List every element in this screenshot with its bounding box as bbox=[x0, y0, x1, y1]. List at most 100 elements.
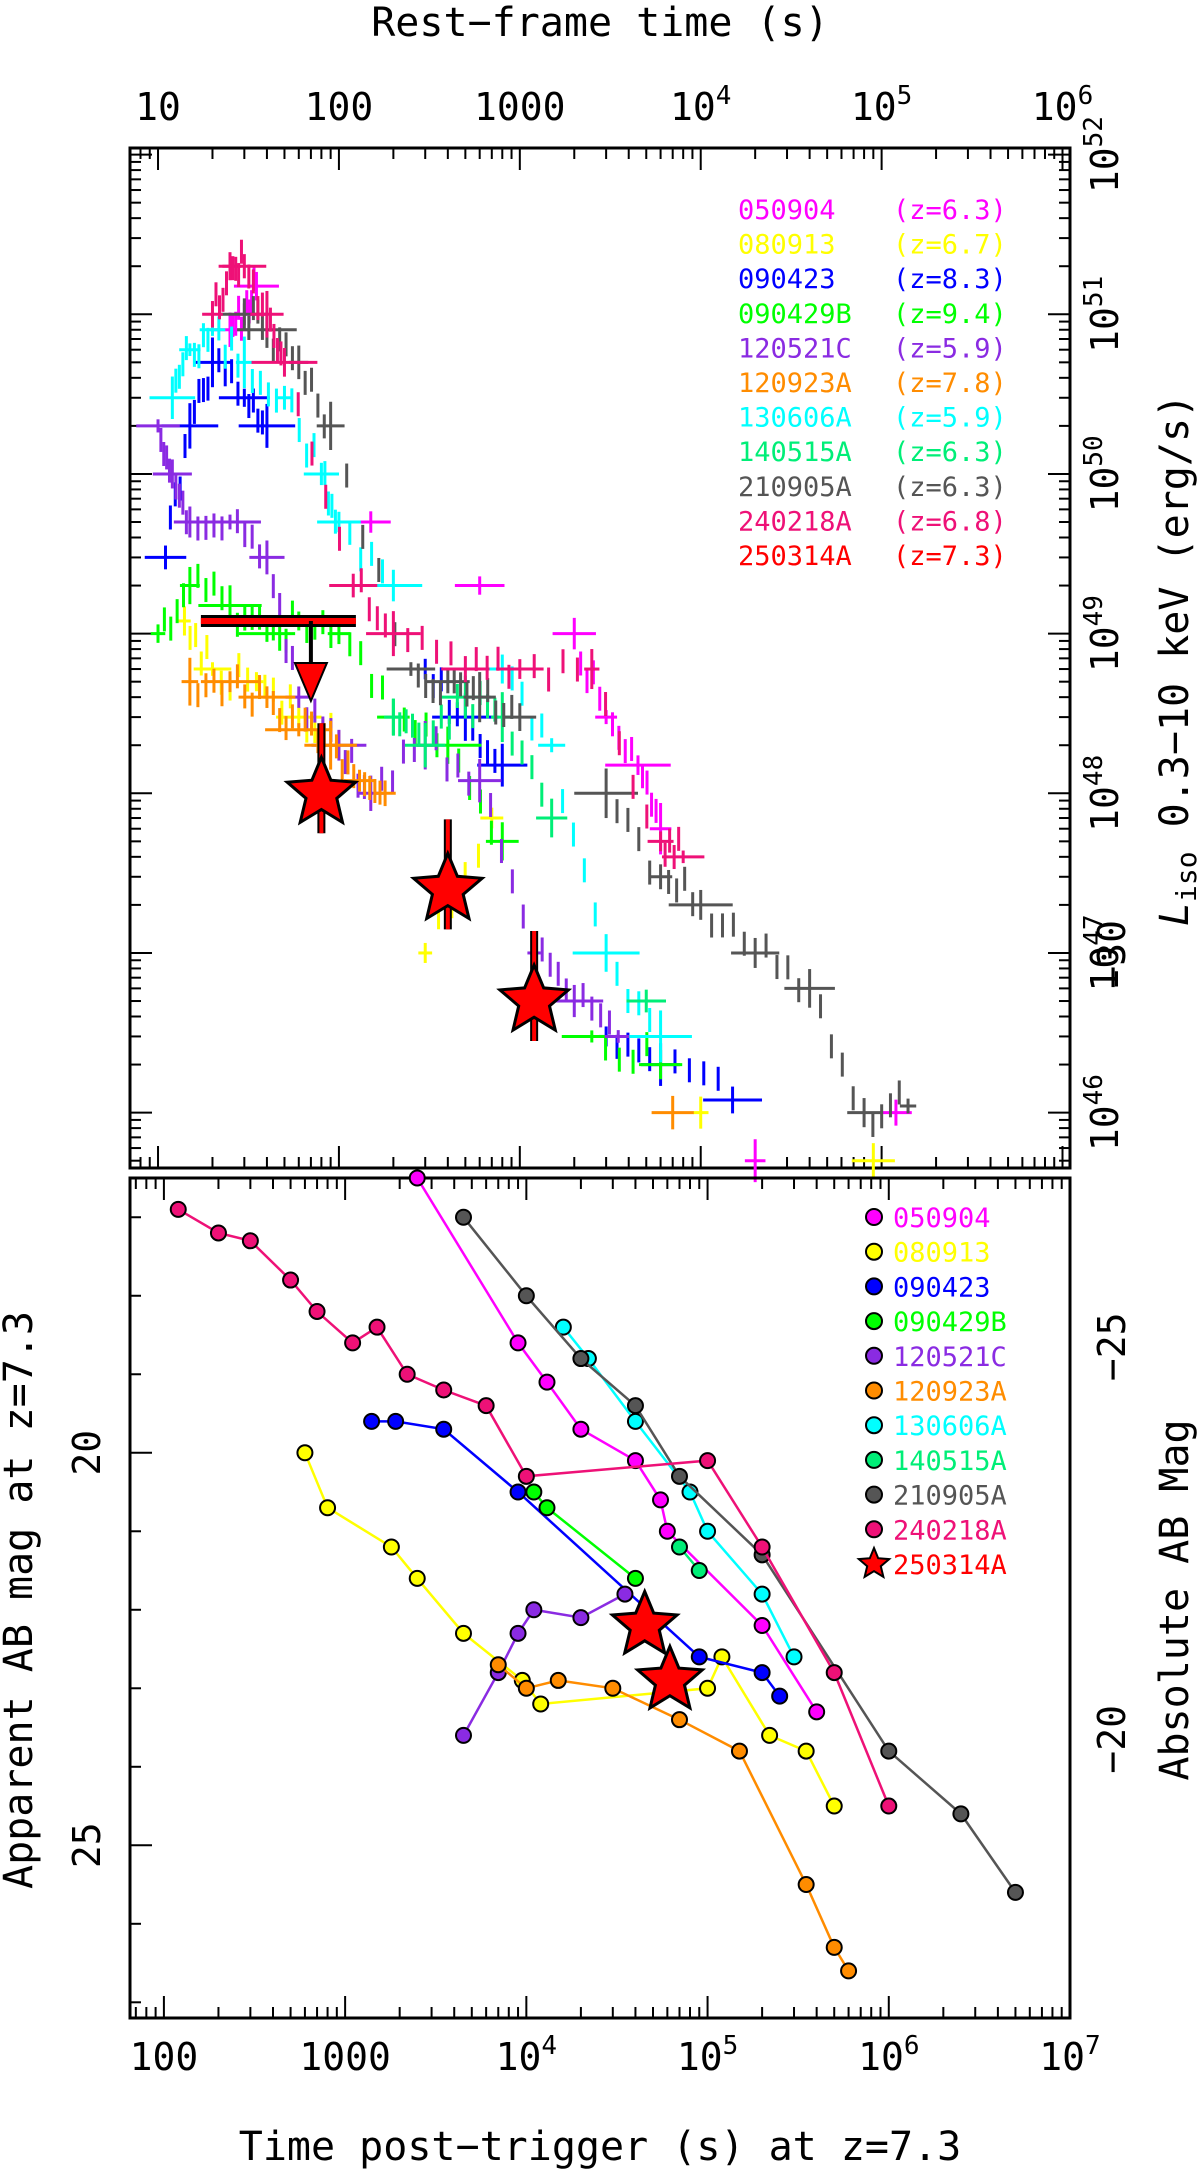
legend-label-090423: 090423 bbox=[738, 264, 836, 295]
data-point bbox=[509, 1483, 527, 1501]
series-140515A bbox=[670, 1538, 708, 1580]
data-point bbox=[825, 1797, 843, 1815]
top-axis-ticks bbox=[129, 148, 1070, 1168]
lum-tick-label: 1047 bbox=[1079, 914, 1127, 991]
data-point bbox=[408, 1569, 426, 1587]
legend-label-130606A: 130606A bbox=[738, 403, 852, 434]
top-tick-label-base: 10 bbox=[670, 85, 716, 129]
top-tick-label-base: 10 bbox=[1032, 85, 1078, 129]
data-point bbox=[308, 1302, 326, 1320]
lum-tick-label-exp: 52 bbox=[1079, 116, 1109, 147]
top-legend: 050904 (z=6.3) 080913 (z=6.7) 090423 (z=8.3) 0… bbox=[738, 195, 1007, 572]
data-point bbox=[880, 1797, 898, 1815]
x-tick-label: 1000 bbox=[299, 2035, 391, 2079]
x-tick-label-base: 10 bbox=[1039, 2035, 1085, 2079]
lum-tick-label: 1050 bbox=[1079, 435, 1127, 512]
data-point bbox=[454, 1726, 472, 1744]
data-point bbox=[549, 1671, 567, 1689]
app-mag-tick-label: 20 bbox=[65, 1430, 109, 1476]
data-point bbox=[525, 1601, 543, 1619]
data-point bbox=[952, 1805, 970, 1823]
data-point bbox=[690, 1562, 708, 1580]
data-point bbox=[761, 1726, 779, 1744]
data-point bbox=[670, 1538, 688, 1556]
data-point bbox=[626, 1452, 644, 1470]
abs-mag-tick-label: −20 bbox=[1090, 1705, 1134, 1774]
data-point bbox=[604, 1679, 622, 1697]
legend-marker-120923A bbox=[865, 1381, 883, 1400]
top-tick-label: 105 bbox=[851, 81, 912, 129]
bottom-legend: 050904080913090423090429B120521C120923A1… bbox=[856, 1203, 1007, 1581]
data-point bbox=[509, 1624, 527, 1642]
data-point bbox=[699, 1452, 717, 1470]
data-point bbox=[658, 1522, 676, 1540]
data-point bbox=[626, 1397, 644, 1415]
lum-tick-label-exp: 50 bbox=[1079, 435, 1109, 466]
legend-label-210905A: 210905A bbox=[738, 472, 852, 503]
abs-mag-tick-label-group: −20 bbox=[1090, 1705, 1134, 1774]
legend-label-240218A: 240218A bbox=[738, 506, 852, 537]
legend-label-140515A: 140515A bbox=[893, 1446, 1007, 1477]
abs-mag-tick-label-group: −30 bbox=[1090, 920, 1134, 989]
data-point bbox=[825, 1938, 843, 1956]
legend-label-050904: 050904 bbox=[893, 1203, 991, 1234]
series-240218A bbox=[202, 239, 705, 870]
lum-tick-label-exp: 46 bbox=[1079, 1074, 1109, 1105]
series-120923A bbox=[489, 1656, 858, 1980]
legend-label-120923A: 120923A bbox=[893, 1377, 1007, 1408]
legend-marker-090423 bbox=[865, 1277, 883, 1296]
x-tick-label: 106 bbox=[858, 2031, 919, 2079]
top-tick-label-exp: 4 bbox=[716, 81, 732, 111]
data-point bbox=[626, 1569, 644, 1587]
lum-ylabel-main: L bbox=[1152, 902, 1198, 926]
data-point bbox=[652, 1491, 670, 1509]
legend-label-250314A: 250314A bbox=[738, 541, 852, 572]
legend-z-090423: (z=8.3) bbox=[893, 264, 1007, 295]
data-point bbox=[408, 1169, 426, 1187]
lum-tick-label-exp: 47 bbox=[1079, 914, 1109, 945]
data-point bbox=[771, 1687, 789, 1705]
top-tick-label-exp: 6 bbox=[1078, 81, 1094, 111]
legend-label-120521C: 120521C bbox=[738, 333, 852, 364]
legend-z-210905A: (z=6.3) bbox=[893, 472, 1007, 503]
legend-label-240218A: 240218A bbox=[893, 1515, 1007, 1546]
lum-tick-label: 1048 bbox=[1079, 755, 1127, 832]
data-point bbox=[572, 1609, 590, 1627]
legend-z-240218A: (z=6.8) bbox=[893, 506, 1007, 537]
series-250314A bbox=[200, 614, 573, 1042]
lum-tick-label: 1046 bbox=[1079, 1074, 1127, 1151]
legend-label-080913: 080913 bbox=[893, 1238, 991, 1269]
data-point bbox=[808, 1703, 826, 1721]
lum-tick-label-base: 10 bbox=[1083, 786, 1127, 832]
data-point bbox=[363, 1412, 381, 1430]
x-tick-label: 107 bbox=[1039, 2031, 1100, 2079]
data-point bbox=[525, 1483, 543, 1501]
lum-tick-label-group: 1049 bbox=[1079, 595, 1127, 672]
upper-limit-arrow bbox=[293, 661, 329, 704]
star-marker bbox=[496, 961, 573, 1034]
data-point bbox=[1006, 1883, 1024, 1901]
legend-label-130606A: 130606A bbox=[893, 1411, 1007, 1442]
lum-tick-label-base: 10 bbox=[1083, 307, 1127, 353]
data-point bbox=[730, 1742, 748, 1760]
legend-marker-080913 bbox=[865, 1242, 883, 1261]
x-tick-label: 100 bbox=[130, 2035, 199, 2079]
data-point bbox=[477, 1397, 495, 1415]
star-marker bbox=[409, 849, 486, 922]
legend-label-120521C: 120521C bbox=[893, 1342, 1007, 1373]
data-point bbox=[699, 1679, 717, 1697]
lum-tick-label-base: 10 bbox=[1083, 946, 1127, 992]
lum-tick-label-group: 1047 bbox=[1079, 914, 1127, 991]
data-point bbox=[517, 1467, 535, 1485]
series-090423 bbox=[144, 337, 763, 1114]
lum-tick-label-group: 1046 bbox=[1079, 1074, 1127, 1151]
x-tick-label-base: 10 bbox=[677, 2035, 723, 2079]
lum-tick-label-base: 10 bbox=[1083, 147, 1127, 193]
series-090429B bbox=[525, 1483, 644, 1587]
bottom-axis-ticks bbox=[130, 1178, 1071, 2018]
data-point bbox=[840, 1962, 858, 1980]
lum-tick-label-base: 10 bbox=[1083, 467, 1127, 513]
legend-marker-140515A bbox=[865, 1450, 883, 1469]
app-mag-tick-label-group: 25 bbox=[65, 1822, 109, 1868]
